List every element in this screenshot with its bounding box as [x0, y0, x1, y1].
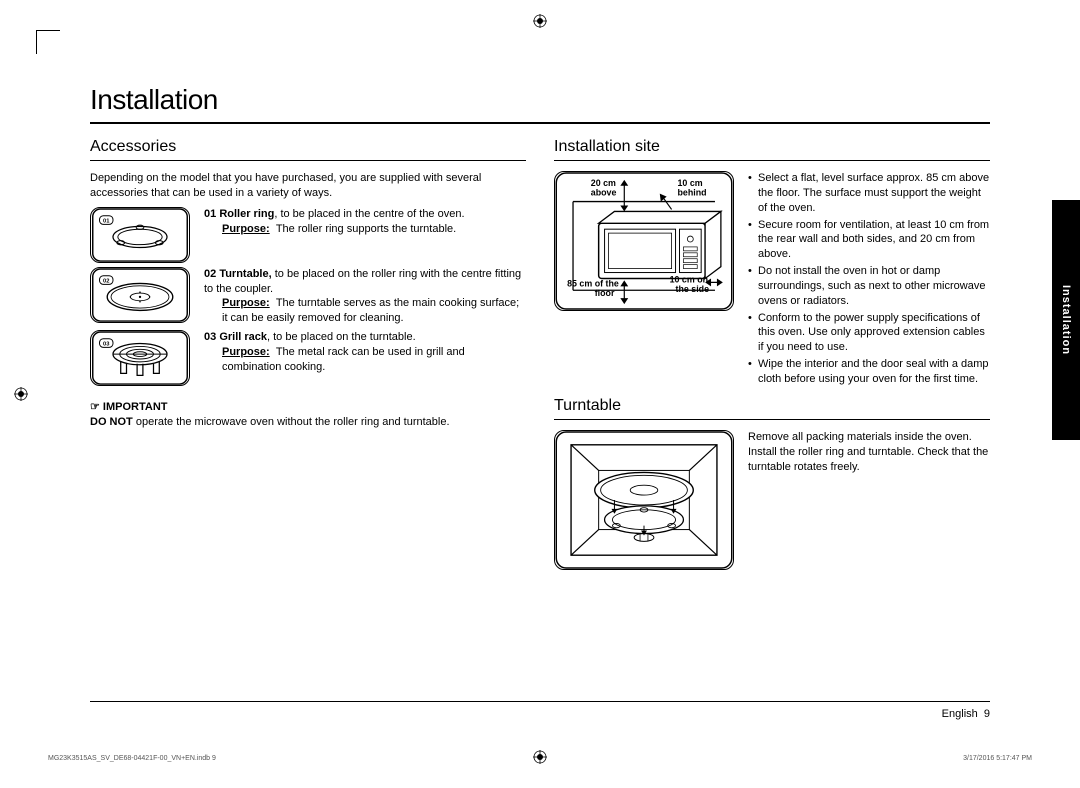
turntable-install-illustration	[554, 430, 734, 570]
page-title: Installation	[90, 84, 990, 116]
accessory-name: Grill rack	[219, 331, 267, 343]
print-footer-right: 3/17/2016 5:17:47 PM	[963, 755, 1032, 762]
site-bullet: Select a flat, level surface approx. 85 …	[748, 171, 990, 216]
turntable-section: Turntable	[554, 397, 990, 570]
title-rule	[90, 122, 990, 124]
turntable-heading: Turntable	[554, 397, 990, 415]
document-page: Installation Installation Accessories De…	[0, 0, 1080, 788]
footer-text: English 9	[942, 708, 990, 720]
purpose-label: Purpose:	[222, 223, 270, 235]
purpose-label: Purpose:	[222, 297, 270, 309]
site-bullet: Wipe the interior and the door seal with…	[748, 357, 990, 387]
site-bullet: Conform to the power supply specificatio…	[748, 311, 990, 356]
svg-text:01: 01	[103, 218, 110, 224]
section-rule	[554, 160, 990, 161]
accessory-num: 02	[204, 268, 216, 280]
accessory-desc: , to be placed on the turntable.	[267, 331, 416, 343]
content-columns: Accessories Depending on the model that …	[90, 138, 990, 578]
accessory-row: 02 02 Turntable, to be placed on the rol…	[90, 267, 526, 326]
crop-mark	[36, 30, 60, 54]
accessories-intro: Depending on the model that you have pur…	[90, 171, 526, 201]
accessory-row: 03 03 Grill rack, to be placed on the tu…	[90, 330, 526, 386]
installation-site-section: Installation site	[554, 138, 990, 389]
site-bullet: Do not install the oven in hot or damp s…	[748, 264, 990, 309]
svg-text:85 cm of the: 85 cm of the	[567, 278, 619, 288]
installation-site-illustration: 20 cm above 10 cm behind 85 cm of the fl…	[554, 171, 734, 389]
turntable-row: Remove all packing materials inside the …	[554, 430, 990, 570]
important-bold: DO NOT	[90, 416, 133, 428]
left-column: Accessories Depending on the model that …	[90, 138, 526, 578]
right-column: Installation site	[554, 138, 990, 578]
accessory-text: 03 Grill rack, to be placed on the turnt…	[204, 330, 526, 386]
svg-text:above: above	[591, 188, 617, 198]
accessory-text: 02 Turntable, to be placed on the roller…	[204, 267, 526, 326]
accessory-name: Roller ring	[219, 208, 274, 220]
purpose-label: Purpose:	[222, 346, 270, 358]
footer-rule	[90, 701, 990, 702]
registration-mark	[533, 750, 547, 764]
accessory-name: Turntable,	[219, 268, 271, 280]
accessory-text: 01 Roller ring, to be placed in the cent…	[204, 207, 526, 263]
side-tab-label: Installation	[1060, 285, 1072, 355]
accessory-num: 03	[204, 331, 216, 343]
site-row: 20 cm above 10 cm behind 85 cm of the fl…	[554, 171, 990, 389]
purpose-text: The roller ring supports the turntable.	[276, 223, 456, 235]
svg-text:02: 02	[103, 278, 109, 284]
accessory-num: 01	[204, 208, 216, 220]
important-label: IMPORTANT	[90, 400, 526, 413]
svg-text:03: 03	[103, 342, 109, 348]
important-rest: operate the microwave oven without the r…	[133, 416, 450, 428]
svg-text:20 cm: 20 cm	[591, 178, 616, 188]
registration-mark	[14, 387, 28, 401]
svg-text:behind: behind	[678, 188, 707, 198]
side-tab: Installation	[1052, 200, 1080, 440]
svg-text:10 cm: 10 cm	[678, 178, 703, 188]
site-bullet: Secure room for ventilation, at least 10…	[748, 218, 990, 263]
grill-rack-illustration: 03	[90, 330, 190, 386]
section-rule	[90, 160, 526, 161]
footer-page-num: 9	[984, 708, 990, 720]
installation-site-heading: Installation site	[554, 138, 990, 156]
accessory-desc: , to be placed in the centre of the oven…	[274, 208, 464, 220]
turntable-illustration: 02	[90, 267, 190, 326]
site-bullet-list: Select a flat, level surface approx. 85 …	[748, 171, 990, 389]
accessory-row: 01 01 Roller ring, to be placed in the c…	[90, 207, 526, 263]
footer-lang: English	[942, 708, 978, 720]
svg-text:10 cm on: 10 cm on	[670, 274, 708, 284]
registration-mark	[533, 14, 547, 28]
important-text: DO NOT operate the microwave oven withou…	[90, 415, 526, 430]
roller-ring-illustration: 01	[90, 207, 190, 263]
svg-text:the side: the side	[676, 284, 710, 294]
accessories-heading: Accessories	[90, 138, 526, 156]
turntable-text: Remove all packing materials inside the …	[748, 430, 990, 570]
svg-text:floor: floor	[595, 288, 615, 298]
section-rule	[554, 419, 990, 420]
print-footer-left: MG23K3515AS_SV_DE68-04421F-00_VN+EN.indb…	[48, 755, 216, 762]
